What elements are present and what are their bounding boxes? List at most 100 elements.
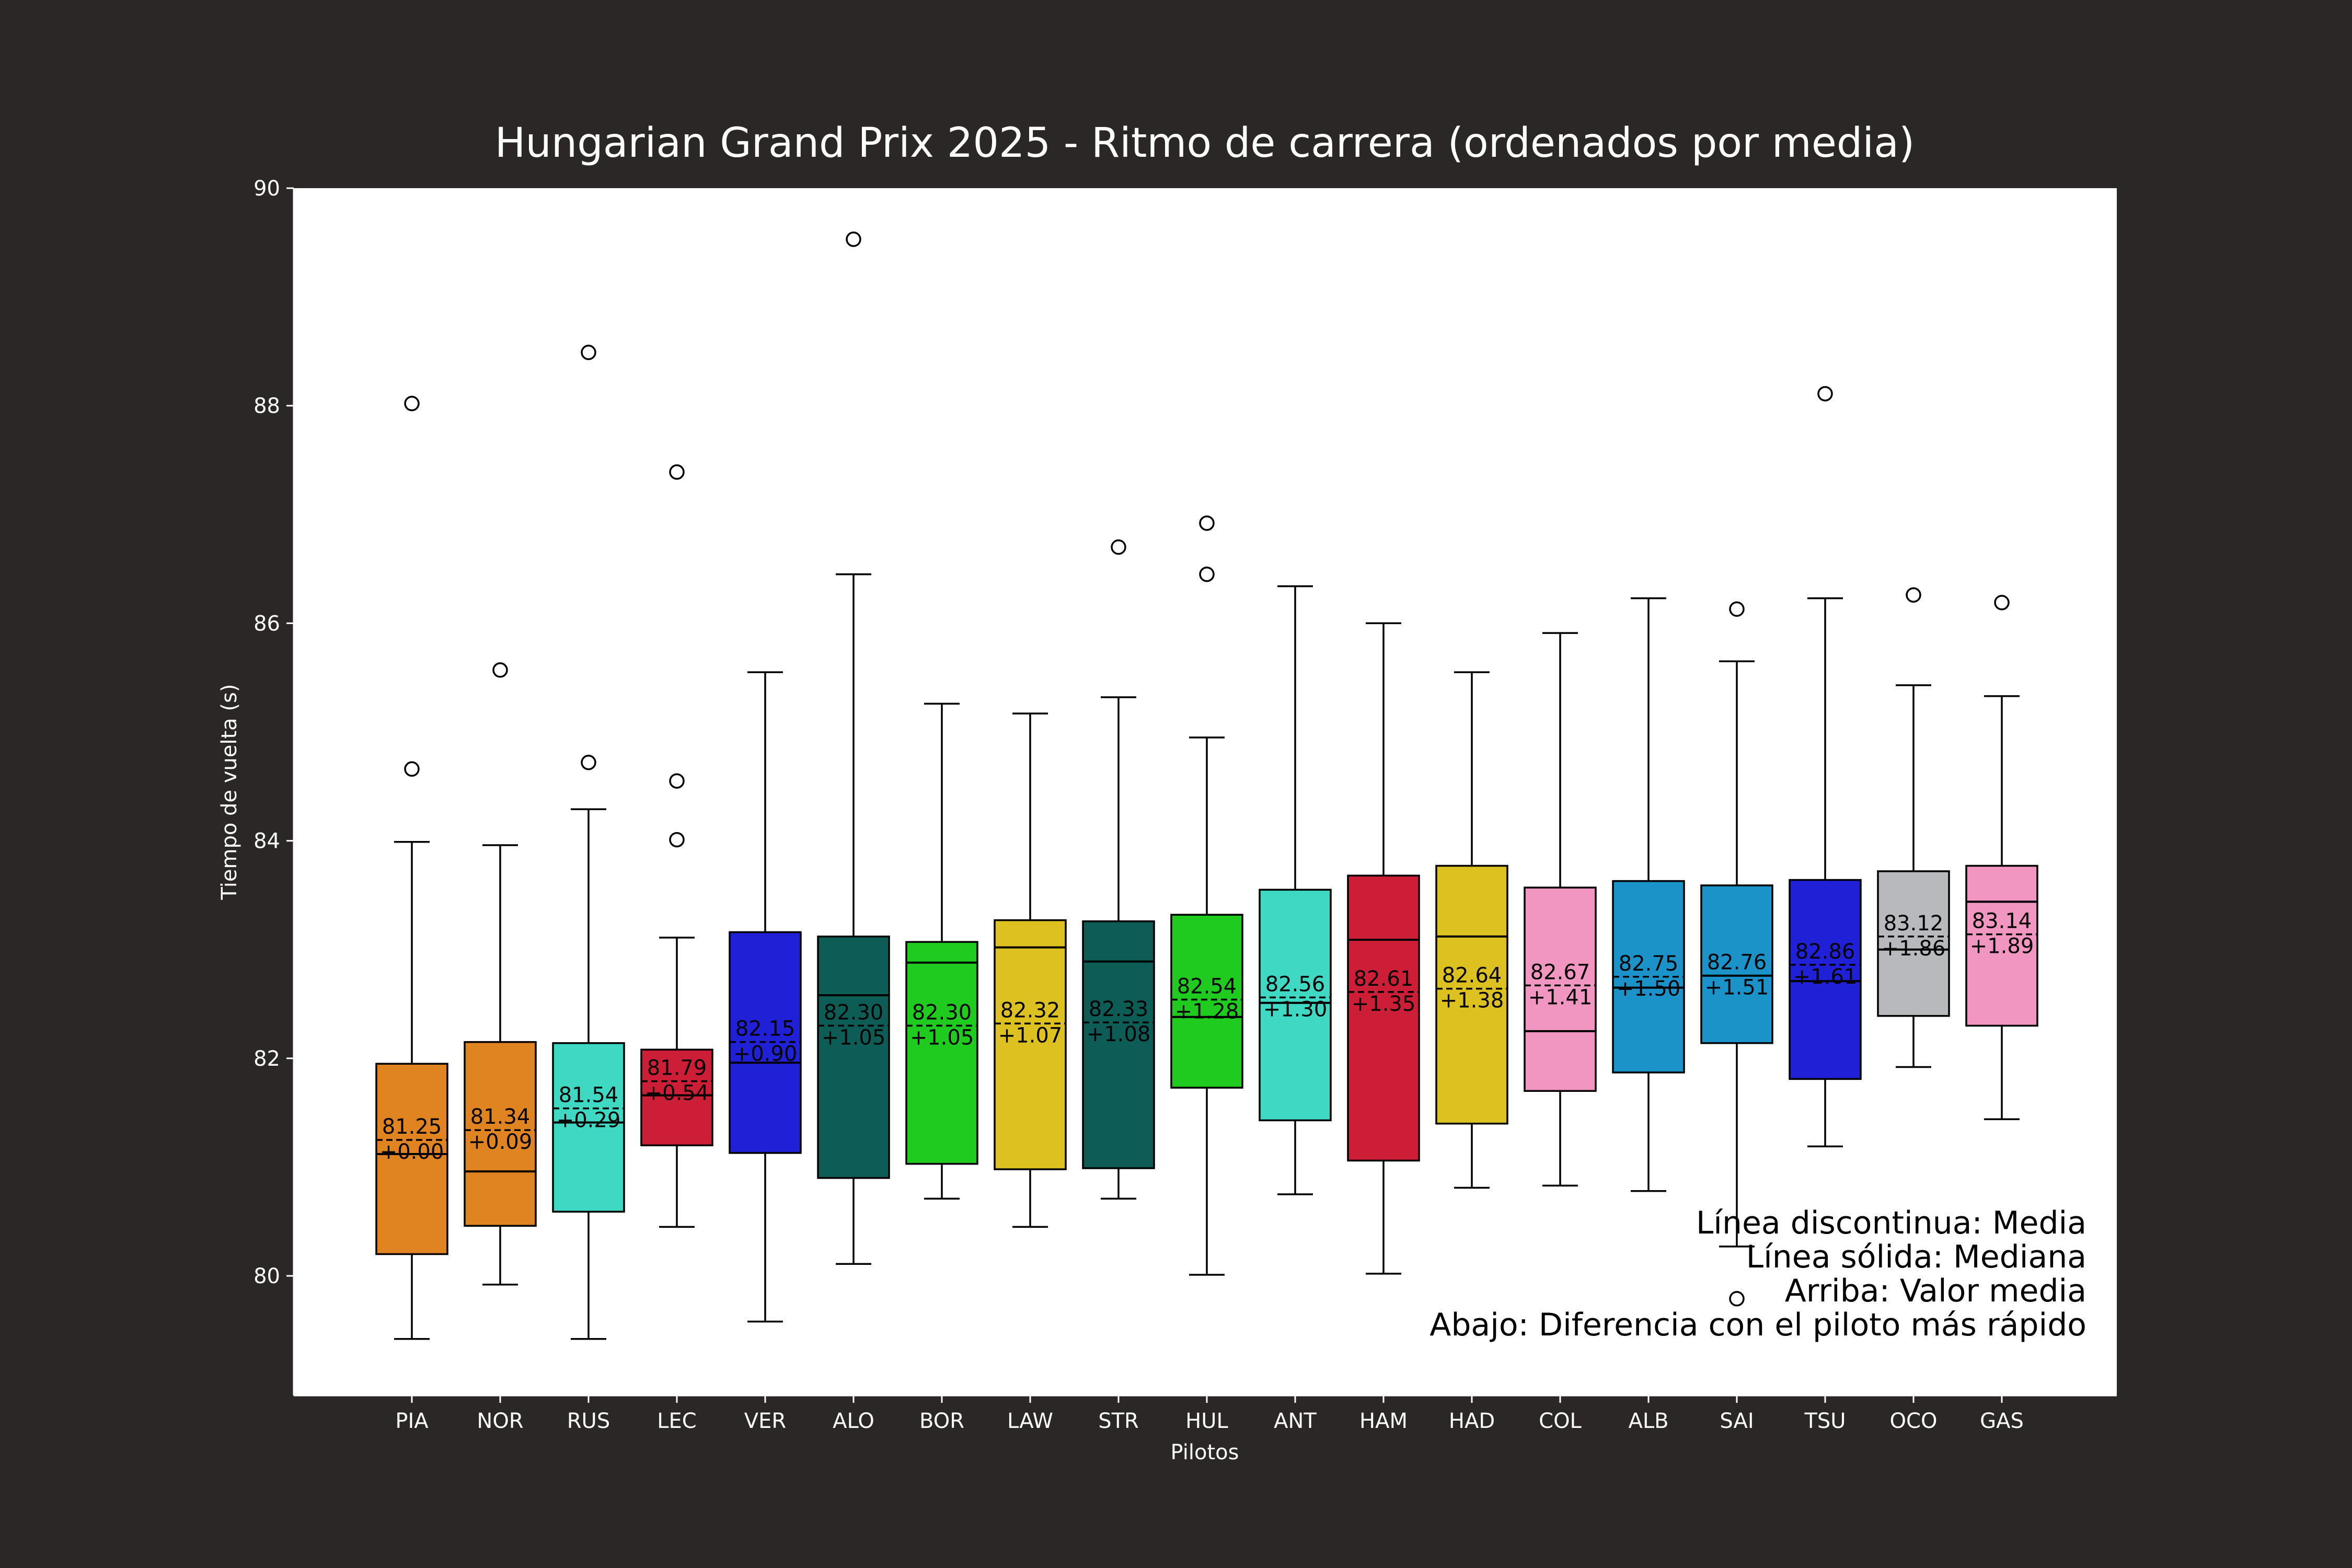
outlier-point [581, 755, 596, 770]
iqr-box [1435, 864, 1508, 1125]
iqr-box [375, 1063, 448, 1255]
diff-value-label: +1.86 [1882, 937, 1946, 961]
outlier-point [404, 396, 420, 411]
box-tsu: 82.86+1.61 [1789, 386, 1862, 1148]
x-tick-label: HAD [1449, 1409, 1495, 1433]
x-tick-label: PIA [395, 1409, 429, 1433]
box-col: 82.67+1.41 [1524, 632, 1597, 1187]
diff-value-label: +1.28 [1175, 999, 1239, 1023]
x-tick-label: ALB [1628, 1409, 1668, 1433]
outlier-point [1817, 386, 1833, 402]
mean-value-label: 82.67 [1530, 960, 1590, 984]
iqr-box [1965, 864, 2038, 1027]
x-tick-label: TSU [1804, 1409, 1846, 1433]
x-tick-label: COL [1539, 1409, 1582, 1433]
diff-value-label: +1.05 [910, 1025, 974, 1050]
diff-value-label: +1.51 [1705, 976, 1769, 1000]
diff-value-label: +1.41 [1528, 985, 1593, 1009]
outlier-point [1199, 515, 1215, 531]
mean-value-label: 82.64 [1442, 964, 1502, 988]
mean-value-label: 81.25 [382, 1115, 442, 1139]
box-rus: 81.54+0.29 [552, 344, 625, 1340]
x-tick-label: BOR [919, 1409, 964, 1433]
iqr-box [1700, 884, 1773, 1044]
diff-value-label: +1.07 [998, 1023, 1063, 1047]
iqr-box [817, 936, 890, 1179]
iqr-box [1347, 874, 1420, 1162]
mean-value-label: 83.14 [1972, 909, 2032, 933]
diff-value-label: +0.54 [645, 1081, 709, 1105]
box-ham: 82.61+1.35 [1347, 622, 1420, 1275]
y-tick-label: 84 [253, 829, 280, 854]
y-axis-label: Tiempo de vuelta (s) [217, 684, 241, 901]
outlier-point [1906, 587, 1921, 603]
iqr-box [552, 1042, 625, 1213]
outlier-point [669, 464, 685, 480]
mean-value-label: 81.79 [647, 1056, 707, 1080]
box-lec: 81.79+0.54 [640, 464, 713, 1228]
iqr-box [640, 1048, 713, 1147]
box-alb: 82.75+1.50 [1612, 597, 1685, 1192]
x-axis-label: Pilotos [1171, 1440, 1239, 1465]
x-tick-label: HAM [1359, 1409, 1408, 1433]
x-tick-label: RUS [567, 1409, 610, 1433]
mean-value-label: 82.15 [735, 1017, 795, 1041]
mean-value-label: 82.86 [1795, 940, 1855, 964]
x-tick-label: SAI [1720, 1409, 1754, 1433]
outlier-point [1994, 595, 2010, 610]
mean-value-label: 81.54 [559, 1083, 619, 1108]
y-tick-label: 82 [253, 1047, 280, 1071]
mean-value-label: 82.33 [1089, 997, 1149, 1021]
box-ver: 82.15+0.90 [729, 671, 802, 1323]
mean-value-label: 82.56 [1265, 972, 1325, 996]
chart-title: Hungarian Grand Prix 2025 - Ritmo de car… [495, 120, 1915, 167]
box-oco: 83.12+1.86 [1877, 587, 1950, 1068]
mean-value-label: 82.32 [1000, 998, 1060, 1022]
box-nor: 81.34+0.09 [464, 662, 537, 1286]
box-alo: 82.30+1.05 [817, 232, 890, 1265]
outlier-point [404, 761, 420, 777]
diff-value-label: +0.90 [733, 1042, 798, 1066]
box-law: 82.32+1.07 [994, 712, 1067, 1228]
outlier-point [669, 773, 685, 789]
y-tick-label: 88 [253, 394, 280, 418]
mean-value-label: 82.54 [1177, 974, 1237, 998]
box-plot-series: 81.25+0.0081.34+0.0981.54+0.2981.79+0.54… [375, 232, 2038, 1340]
x-tick-label: GAS [1980, 1409, 2024, 1433]
mean-value-label: 82.76 [1707, 951, 1767, 975]
x-tick-label: HUL [1185, 1409, 1228, 1433]
y-axis: 80 82 84 86 88 90 [253, 177, 295, 1396]
diff-value-label: +1.38 [1440, 989, 1504, 1013]
outlier-point [1199, 567, 1215, 582]
iqr-box [1170, 914, 1243, 1089]
box-bor: 82.30+1.05 [905, 702, 978, 1200]
outlier-point [492, 662, 508, 678]
x-tick-label: ANT [1274, 1409, 1317, 1433]
diff-value-label: +1.05 [822, 1025, 886, 1050]
legend-note-mean: Línea discontinua: Media [1696, 1205, 2086, 1241]
outlier-point [1729, 601, 1745, 617]
iqr-box [1524, 886, 1597, 1092]
legend-notes: Línea discontinua: Media Línea sólida: M… [1429, 1205, 2086, 1343]
legend-note-bottom: Abajo: Diferencia con el piloto más rápi… [1429, 1307, 2086, 1343]
diff-value-label: +0.29 [557, 1109, 621, 1133]
y-tick-label: 86 [253, 612, 280, 636]
outlier-point [1111, 539, 1126, 555]
mean-value-label: 82.30 [824, 1000, 884, 1024]
legend-note-top: Arriba: Valor media [1785, 1273, 2086, 1309]
box-sai: 82.76+1.51 [1700, 601, 1773, 1307]
diff-value-label: +1.08 [1087, 1022, 1151, 1046]
x-tick-label: ALO [833, 1409, 874, 1433]
x-tick-label: LEC [657, 1409, 697, 1433]
diff-value-label: +1.61 [1793, 965, 1858, 989]
x-tick-label: OCO [1890, 1409, 1938, 1433]
outlier-point [581, 344, 596, 360]
legend-note-median: Línea sólida: Mediana [1746, 1239, 2086, 1275]
iqr-box [1259, 889, 1332, 1122]
outlier-point [846, 232, 861, 247]
iqr-box [905, 941, 978, 1165]
diff-value-label: +1.30 [1263, 997, 1328, 1021]
y-tick-label: 80 [253, 1264, 280, 1288]
iqr-box [1877, 870, 1950, 1017]
